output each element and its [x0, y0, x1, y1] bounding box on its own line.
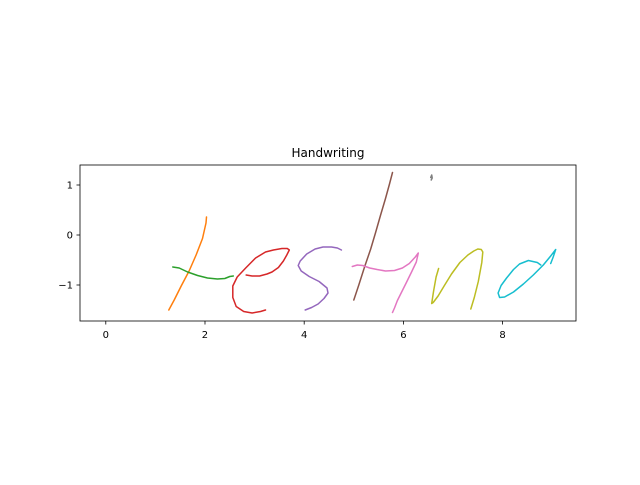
series-line-9	[497, 248, 557, 299]
x-tick-label-1: 2	[202, 330, 208, 341]
x-tick-label-2: 4	[301, 330, 307, 341]
y-tick-label-2: −1	[58, 281, 73, 292]
series-line-2	[172, 266, 235, 280]
x-tick-label-0: 0	[103, 330, 109, 341]
chart-title: Handwriting	[292, 146, 365, 160]
y-tick-label-1: 0	[67, 231, 73, 242]
series-line-1	[168, 216, 208, 311]
x-tick-label-3: 6	[400, 330, 406, 341]
series-line-7	[429, 174, 433, 181]
x-tick-label-4: 8	[499, 330, 505, 341]
series-line-4	[297, 246, 343, 311]
series-line-5	[353, 171, 394, 301]
y-tick-label-0: 1	[67, 181, 73, 192]
axes-frame	[79, 164, 577, 322]
series-line-3	[232, 247, 291, 314]
plot-area: 0 2 4 6 810−1	[58, 164, 577, 341]
series-line-8	[430, 248, 484, 310]
series-line-6	[351, 252, 420, 314]
